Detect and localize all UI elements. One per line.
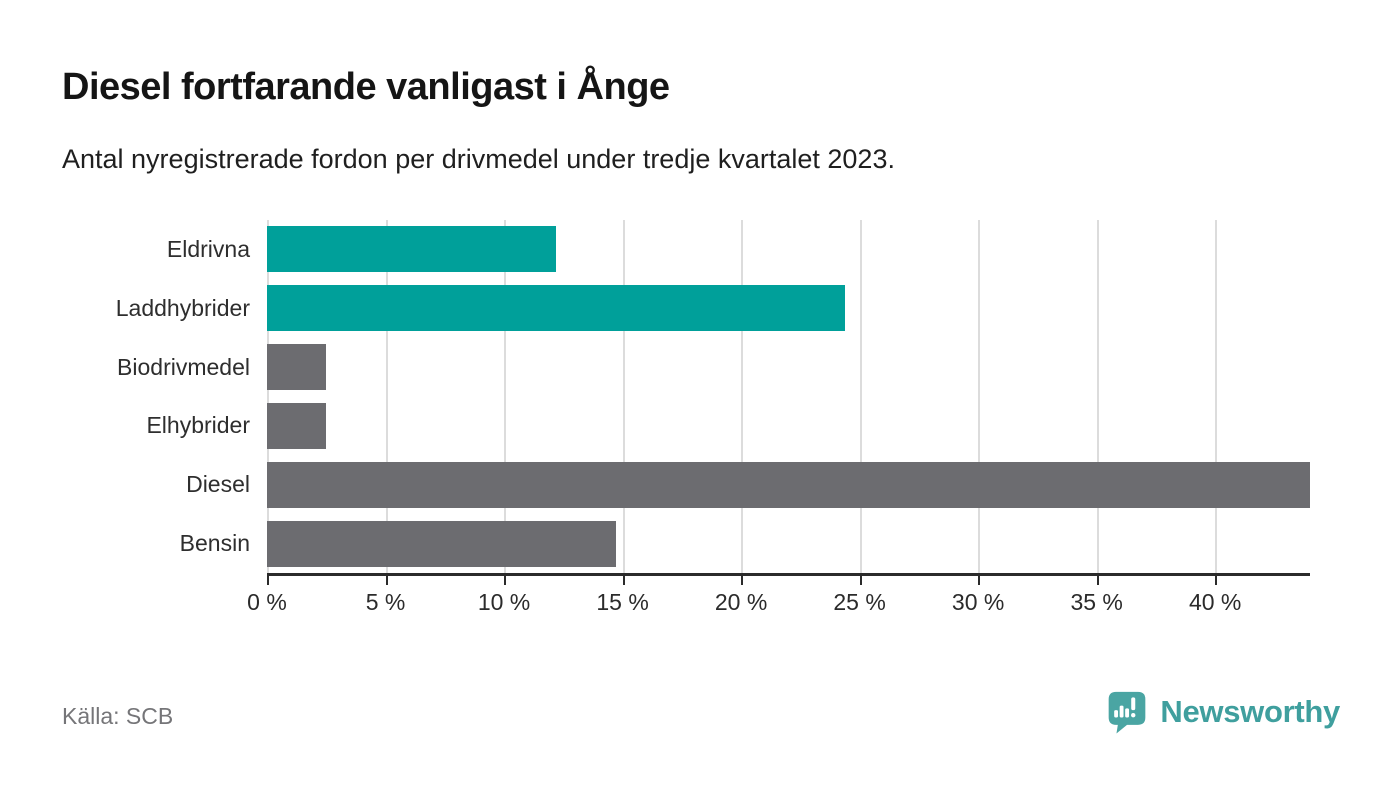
gridline (385, 220, 388, 573)
bar-row: Bensin (62, 514, 1310, 573)
category-label: Biodrivmedel (117, 353, 250, 380)
source-note: Källa: SCB (62, 703, 174, 729)
bar-row: Eldrivna (62, 220, 1310, 279)
gridline (978, 220, 981, 573)
category-label: Bensin (179, 530, 250, 557)
bar (267, 461, 1310, 508)
plot-area (267, 220, 1310, 573)
axis-tick (1096, 576, 1099, 585)
axis-tick (1215, 576, 1218, 585)
x-axis: 0 % 5 % 10 % 15 % 20 % 25 % 30 % 35 % 40 % (247, 573, 1310, 633)
gridline (741, 220, 744, 573)
bar-row: Laddhybrider (62, 279, 1310, 338)
bar-rows: Eldrivna Laddhybrider Biodrivmedel Elhybrid… (62, 220, 1310, 573)
bar-chart: Eldrivna Laddhybrider Biodrivmedel Elhybrid… (62, 220, 1310, 615)
category-label: Eldrivna (166, 235, 250, 262)
bar-row: Elhybrider (62, 396, 1310, 455)
gridline (859, 220, 862, 573)
axis-tick-label: 35 % (1070, 589, 1123, 615)
gridline (622, 220, 625, 573)
chart-subtitle: Antal nyregistrerade fordon per drivmede… (62, 144, 895, 174)
axis-tick-label: 15 % (596, 589, 649, 615)
bar-row: Biodrivmedel (62, 338, 1310, 397)
axis-tick (859, 576, 862, 585)
bar (267, 344, 327, 391)
chart-title: Diesel fortfarande vanligast i Ånge (62, 66, 670, 108)
axis-tick-label: 40 % (1188, 589, 1242, 615)
category-label: Elhybrider (146, 412, 250, 439)
axis-tick (741, 576, 744, 585)
bar (267, 285, 846, 332)
category-label: Diesel (186, 471, 250, 498)
bar (267, 226, 557, 273)
axis-tick (504, 576, 507, 585)
newsworthy-bubble-chart-icon (1105, 688, 1149, 736)
gridline (1215, 220, 1218, 573)
axis-tick (385, 576, 388, 585)
bar (267, 402, 327, 449)
axis-tick (622, 576, 625, 585)
gridline (504, 220, 507, 573)
axis-tick-label: 20 % (714, 589, 768, 615)
axis-tick-label: 30 % (951, 589, 1005, 615)
gridline (267, 220, 269, 573)
newsworthy-logo-text: Newsworthy (1160, 694, 1340, 729)
axis-tick-label: 25 % (833, 589, 886, 615)
axis-tick-label: 5 % (365, 589, 406, 615)
gridline (1096, 220, 1099, 573)
bar (267, 520, 616, 567)
axis-tick (978, 576, 981, 585)
category-label: Laddhybrider (115, 294, 250, 321)
axis-tick-label: 10 % (477, 589, 531, 615)
bar-row: Diesel (62, 455, 1310, 514)
axis-tick-label: 0 % (247, 589, 287, 615)
axis-tick (267, 576, 269, 585)
newsworthy-logo: Newsworthy (1105, 688, 1340, 736)
